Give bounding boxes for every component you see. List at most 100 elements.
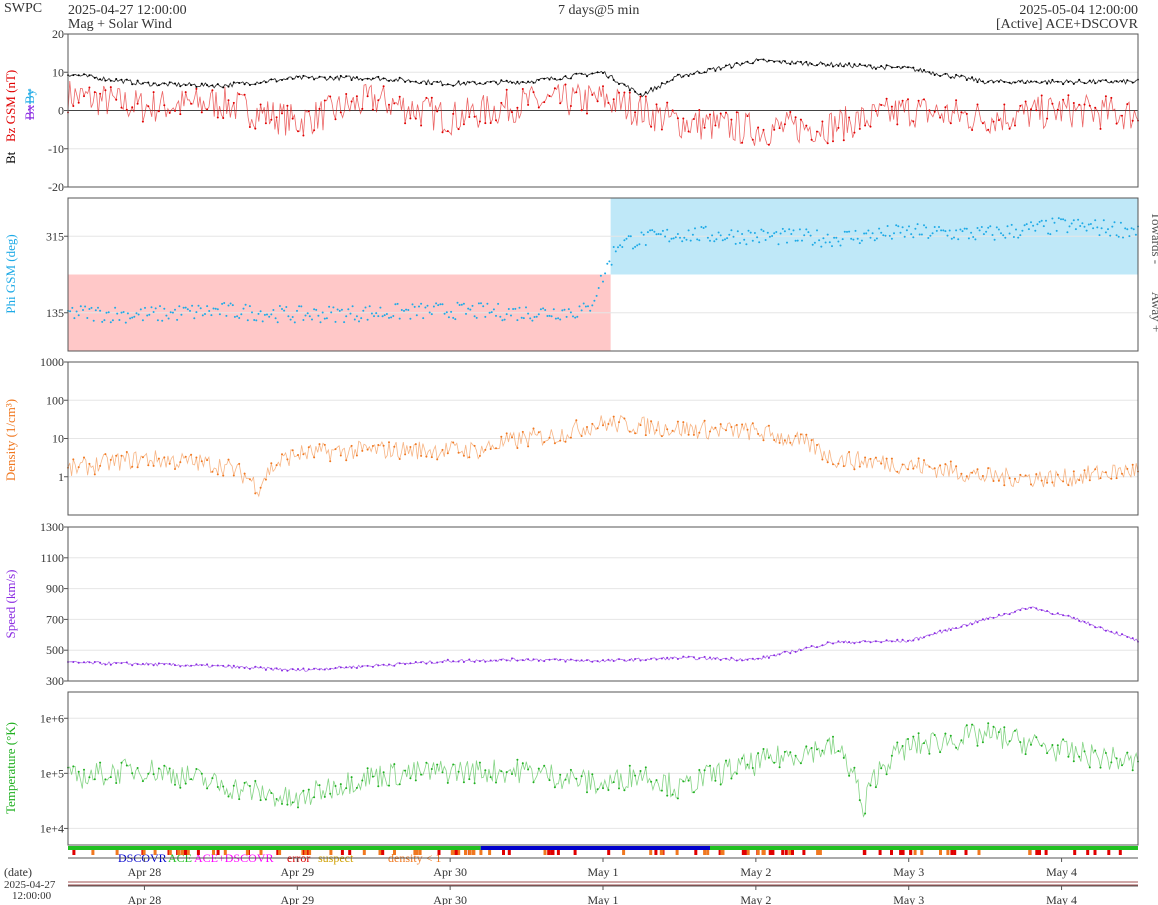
speed-series-point	[928, 634, 931, 637]
bt-series-point	[441, 84, 444, 87]
bz-series-point	[404, 122, 407, 125]
temperature-series-point	[104, 778, 107, 781]
density-series-point	[425, 455, 428, 458]
x-tick-label: Apr 30	[433, 893, 467, 905]
quality-flag	[142, 850, 146, 855]
phi-point	[467, 307, 470, 310]
bz-series-point	[206, 108, 209, 111]
bt-series-point	[1115, 80, 1118, 83]
temperature-series-point	[1008, 740, 1011, 743]
y-tick-label: -20	[48, 180, 64, 194]
phi-point	[1085, 229, 1088, 232]
speed-series-point	[1083, 620, 1086, 623]
temperature-series-point	[971, 723, 974, 726]
temperature-series-point	[586, 791, 588, 794]
density-series-point	[1088, 479, 1091, 482]
bt-series-point	[1046, 82, 1049, 85]
phi-point	[499, 315, 502, 318]
bz-series-point	[125, 108, 128, 111]
phi-point	[831, 245, 833, 248]
phi-point	[818, 239, 821, 242]
phi-point	[997, 228, 1000, 231]
phi-point	[612, 246, 615, 248]
bz-series-point	[997, 119, 1000, 122]
quality-flag	[186, 850, 190, 855]
speed-series-point	[516, 659, 519, 662]
bt-series-point	[72, 74, 75, 77]
density-series-point	[837, 462, 840, 465]
bt-series-point	[339, 74, 342, 77]
speed-series-point	[869, 641, 872, 644]
phi-point	[794, 239, 797, 242]
bz-series-point	[307, 110, 310, 113]
temperature-axis-label: Temperature (°K)	[3, 722, 18, 814]
bt-series-point	[446, 83, 449, 86]
density-series-point	[778, 441, 781, 444]
speed-series-point	[569, 658, 572, 661]
phi-point	[860, 239, 863, 242]
density-series-point	[543, 441, 546, 444]
temperature-series-point	[923, 742, 925, 745]
bt-series-point	[949, 76, 952, 79]
bz-series-point	[259, 103, 262, 106]
bt-series-point	[634, 90, 637, 93]
x-tick-label: May 2	[740, 865, 771, 879]
phi-point	[745, 243, 748, 246]
by-axis-label: By	[22, 88, 37, 104]
speed-series-point	[430, 661, 433, 664]
phi-point	[353, 318, 356, 321]
phi-point	[638, 243, 641, 246]
phi-point	[94, 309, 97, 312]
speed-series-point	[976, 621, 979, 624]
phi-point	[409, 317, 412, 320]
quality-flag	[393, 850, 396, 855]
density-series-point	[783, 439, 786, 442]
speed-series-point	[885, 639, 888, 642]
y-tick-label: 10	[52, 65, 64, 79]
temperature-series-point	[516, 758, 519, 761]
subtitle-label: Mag + Solar Wind	[68, 17, 172, 32]
bz-series-point	[725, 111, 727, 114]
phi-point	[447, 316, 450, 319]
density-series-point	[168, 462, 171, 465]
bz-series-point	[131, 106, 134, 109]
density-series-point	[981, 475, 984, 477]
phi-point	[319, 321, 322, 324]
temperature-series-point	[692, 791, 695, 794]
speed-series-point	[602, 659, 604, 662]
speed-series-point	[216, 664, 219, 667]
speed-series-point	[1104, 629, 1107, 632]
phi-point	[1002, 234, 1005, 237]
speed-series-point	[1094, 626, 1097, 629]
temperature-series-point	[232, 784, 235, 787]
quality-flag	[607, 850, 611, 855]
density-series-point	[553, 442, 556, 445]
density-series-point	[505, 432, 508, 435]
bz-series-point	[452, 112, 455, 115]
bt-series-point	[799, 60, 802, 63]
bt-series-point	[1008, 81, 1011, 84]
bt-series-point	[227, 85, 230, 88]
density-series-point	[1094, 468, 1097, 471]
temperature-series-point	[409, 777, 412, 780]
temperature-series-point	[853, 766, 856, 769]
speed-series-point	[553, 658, 556, 661]
speed-series-point	[618, 658, 620, 661]
phi-point	[623, 239, 626, 242]
bz-series-point	[516, 106, 519, 109]
temperature-series-point	[730, 777, 733, 780]
speed-series-point	[99, 661, 102, 664]
phi-point	[116, 312, 119, 315]
quality-flag	[901, 850, 905, 855]
temperature-series-point	[414, 779, 417, 782]
phi-point	[1115, 234, 1118, 237]
density-series-point	[478, 454, 481, 457]
temperature-series-point	[195, 768, 198, 770]
speed-series-point	[131, 664, 134, 667]
temperature-series-point	[987, 722, 990, 725]
start-clock-caption: 12:00:00	[12, 890, 52, 902]
speed-series-point	[692, 656, 695, 659]
quality-flag	[622, 850, 626, 855]
phi-point	[901, 226, 904, 229]
bz-series-point	[222, 117, 225, 119]
